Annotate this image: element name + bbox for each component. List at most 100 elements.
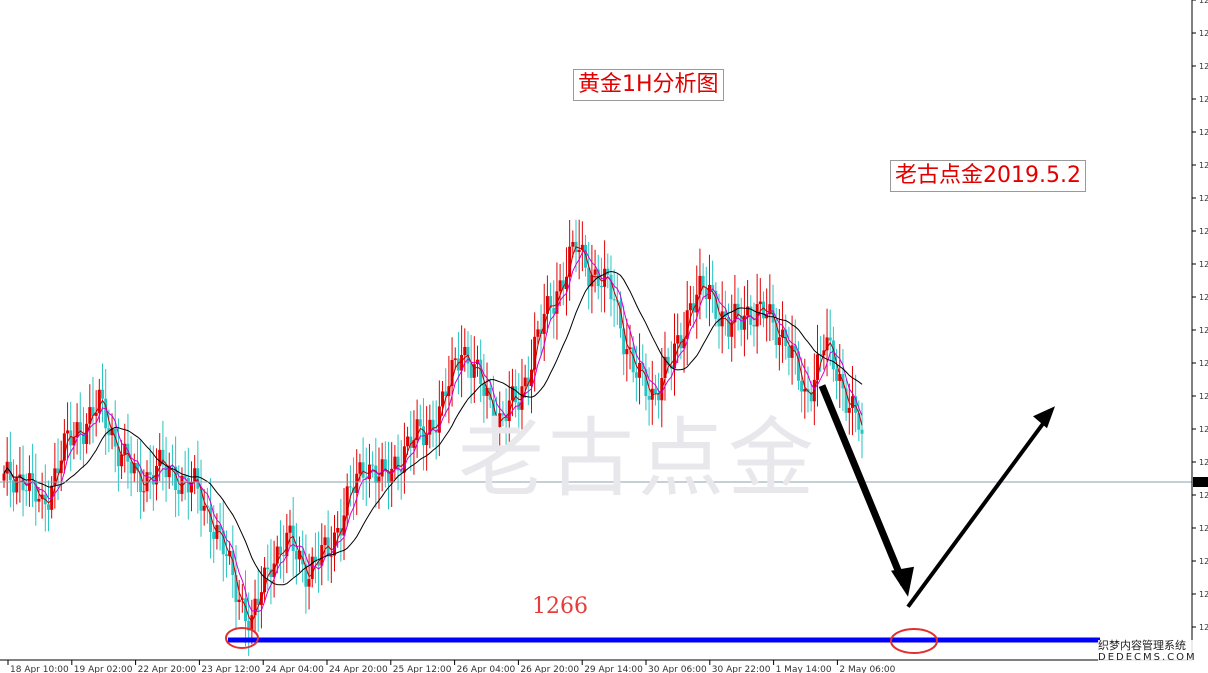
candle-body	[739, 315, 743, 330]
candle-body	[224, 554, 228, 557]
candle-body	[501, 413, 505, 416]
candle-body	[599, 286, 603, 288]
candle-body	[148, 472, 152, 475]
candle-body	[437, 406, 441, 433]
time-tick-label: 26 Apr 20:00	[520, 665, 579, 673]
candle-body	[97, 389, 101, 413]
candle-body	[777, 337, 781, 346]
candle-body	[123, 443, 127, 455]
candle-body	[158, 449, 162, 466]
price-tick-label: 12	[1199, 227, 1208, 236]
candle-body	[472, 364, 476, 378]
candle-body	[800, 380, 804, 392]
candle-body	[723, 311, 727, 318]
candle-body	[406, 436, 410, 447]
time-tick-label: 1 May 14:00	[776, 665, 832, 673]
candle-body	[34, 480, 38, 502]
candle-body	[730, 322, 734, 337]
projection-arrows	[818, 384, 1055, 608]
candle-body	[358, 462, 362, 474]
candle-body	[180, 475, 184, 494]
time-tick-label: 25 Apr 12:00	[393, 665, 452, 673]
candle-body	[838, 374, 842, 381]
candle-body	[781, 329, 785, 338]
candle-body	[736, 303, 740, 316]
candle-body	[504, 415, 508, 421]
candle-body	[209, 507, 213, 533]
candle-body	[831, 340, 835, 370]
candle-body	[444, 391, 448, 397]
candle-body	[825, 337, 829, 351]
candle-body	[53, 468, 57, 486]
price-tick-label: 12	[1199, 62, 1208, 71]
projection-up-arrowhead	[1033, 406, 1055, 429]
candle-body	[590, 274, 594, 287]
candle-body	[253, 598, 257, 616]
candle-body	[91, 407, 95, 416]
price-tick-label: 12	[1199, 326, 1208, 335]
candle-body	[441, 391, 445, 407]
candle-body	[94, 412, 98, 416]
site-watermark-domain: DEDECMS.COM	[1098, 652, 1197, 663]
candle-body	[536, 329, 540, 337]
candle-body	[269, 569, 273, 578]
price-tick-label: 12	[1199, 623, 1208, 632]
candle-body	[120, 454, 124, 467]
candle-body	[847, 407, 851, 413]
candle-body	[329, 555, 333, 557]
candle-body	[520, 386, 524, 410]
candle-body	[196, 468, 200, 489]
candle-body	[221, 530, 225, 555]
candle-body	[101, 389, 105, 399]
time-tick-label: 22 Apr 20:00	[138, 665, 197, 673]
candle-body	[631, 347, 635, 373]
candle-body	[676, 335, 680, 344]
site-watermark: 织梦内容管理系统 DEDECMS.COM	[1098, 640, 1197, 664]
projection-down-arrow	[818, 384, 908, 587]
candle-body	[374, 465, 378, 483]
candle-body	[167, 465, 171, 478]
candle-body	[793, 345, 797, 352]
candle-body	[844, 388, 848, 413]
time-tick-label: 19 Apr 02:00	[74, 665, 133, 673]
time-tick-label: 30 Apr 06:00	[648, 665, 707, 673]
candle-body	[679, 335, 683, 349]
candle-body	[469, 363, 473, 378]
price-tick-label: 12	[1199, 458, 1208, 467]
candle-body	[294, 551, 298, 560]
support-circle-left	[225, 627, 259, 649]
candle-body	[758, 301, 762, 305]
ma-mid-line	[3, 249, 863, 613]
candle-body	[717, 318, 721, 327]
candle-body	[415, 419, 419, 441]
candle-body	[828, 337, 832, 341]
candle-body	[266, 567, 270, 570]
candle-body	[618, 301, 622, 329]
time-tick-label: 29 Apr 14:00	[584, 665, 643, 673]
candle-body	[482, 383, 486, 396]
candle-body	[539, 329, 543, 334]
moving-averages-layer	[3, 246, 863, 624]
candle-body	[850, 396, 854, 408]
candle-body	[761, 301, 765, 319]
candle-body	[75, 422, 79, 438]
candle-body	[18, 474, 22, 478]
time-tick-label: 24 Apr 04:00	[265, 665, 324, 673]
price-tick-label: 12	[1199, 161, 1208, 170]
candle-body	[657, 393, 661, 401]
candle-body	[72, 437, 76, 446]
candle-body	[644, 369, 648, 397]
candle-body	[78, 422, 82, 434]
candle-body	[8, 461, 12, 481]
candle-body	[628, 347, 632, 350]
candle-body	[688, 303, 692, 311]
candle-body	[460, 355, 464, 371]
time-tick-label: 2 May 06:00	[839, 665, 895, 673]
candle-body	[790, 345, 794, 358]
candle-body	[491, 399, 495, 427]
candle-body	[402, 446, 406, 473]
candle-body	[88, 407, 92, 424]
candle-body	[453, 358, 457, 360]
current-price-marker	[1193, 477, 1208, 487]
